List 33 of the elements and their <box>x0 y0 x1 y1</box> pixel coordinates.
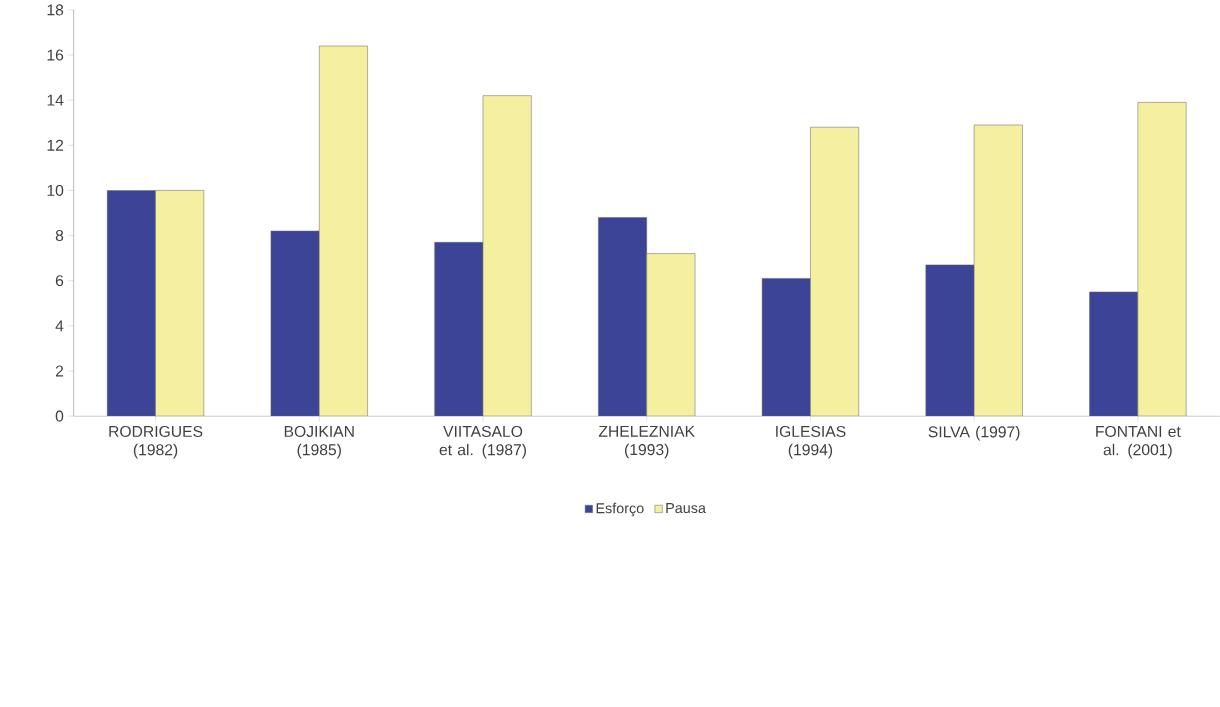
y-tick-label: 4 <box>55 320 64 332</box>
x-tick-label: RODRIGUES (1982) <box>109 425 203 459</box>
bar <box>434 241 484 416</box>
legend-label: Pausa <box>666 502 706 513</box>
y-tick-label: 10 <box>47 184 64 196</box>
bar <box>270 230 320 416</box>
bar <box>598 217 647 416</box>
x-tick-label: VIITASALO et al. (1987) <box>439 425 526 459</box>
legend-label: Esforço <box>596 502 644 517</box>
bar <box>810 126 860 416</box>
y-tick-label: 12 <box>47 139 64 151</box>
x-tick-label: ZHELEZNIAK (1993) <box>598 425 695 459</box>
bar <box>106 190 156 416</box>
x-tick-label: FONTANI et al. (2001) <box>1096 425 1181 459</box>
bar <box>925 264 975 416</box>
x-tick-label: IGLESIAS (1994) <box>776 425 846 459</box>
bar <box>1089 291 1139 416</box>
y-tick-label: 16 <box>47 49 64 61</box>
bar <box>155 190 205 416</box>
x-tick-label: BOJIKIAN (1985) <box>284 425 354 459</box>
y-tick-label: 0 <box>55 410 64 422</box>
y-tick-label: 8 <box>55 229 64 242</box>
y-tick-label: 14 <box>47 94 64 106</box>
y-tick-label: 2 <box>55 365 64 377</box>
bar <box>973 124 1023 416</box>
bar <box>761 278 811 416</box>
bar <box>319 45 368 416</box>
y-tick-label: 18 <box>47 4 64 16</box>
x-tick-label: SILVA (1997) <box>928 425 1020 441</box>
bar <box>1137 102 1187 416</box>
bar <box>646 253 696 416</box>
bar <box>482 95 532 416</box>
y-tick-label: 6 <box>55 275 64 287</box>
